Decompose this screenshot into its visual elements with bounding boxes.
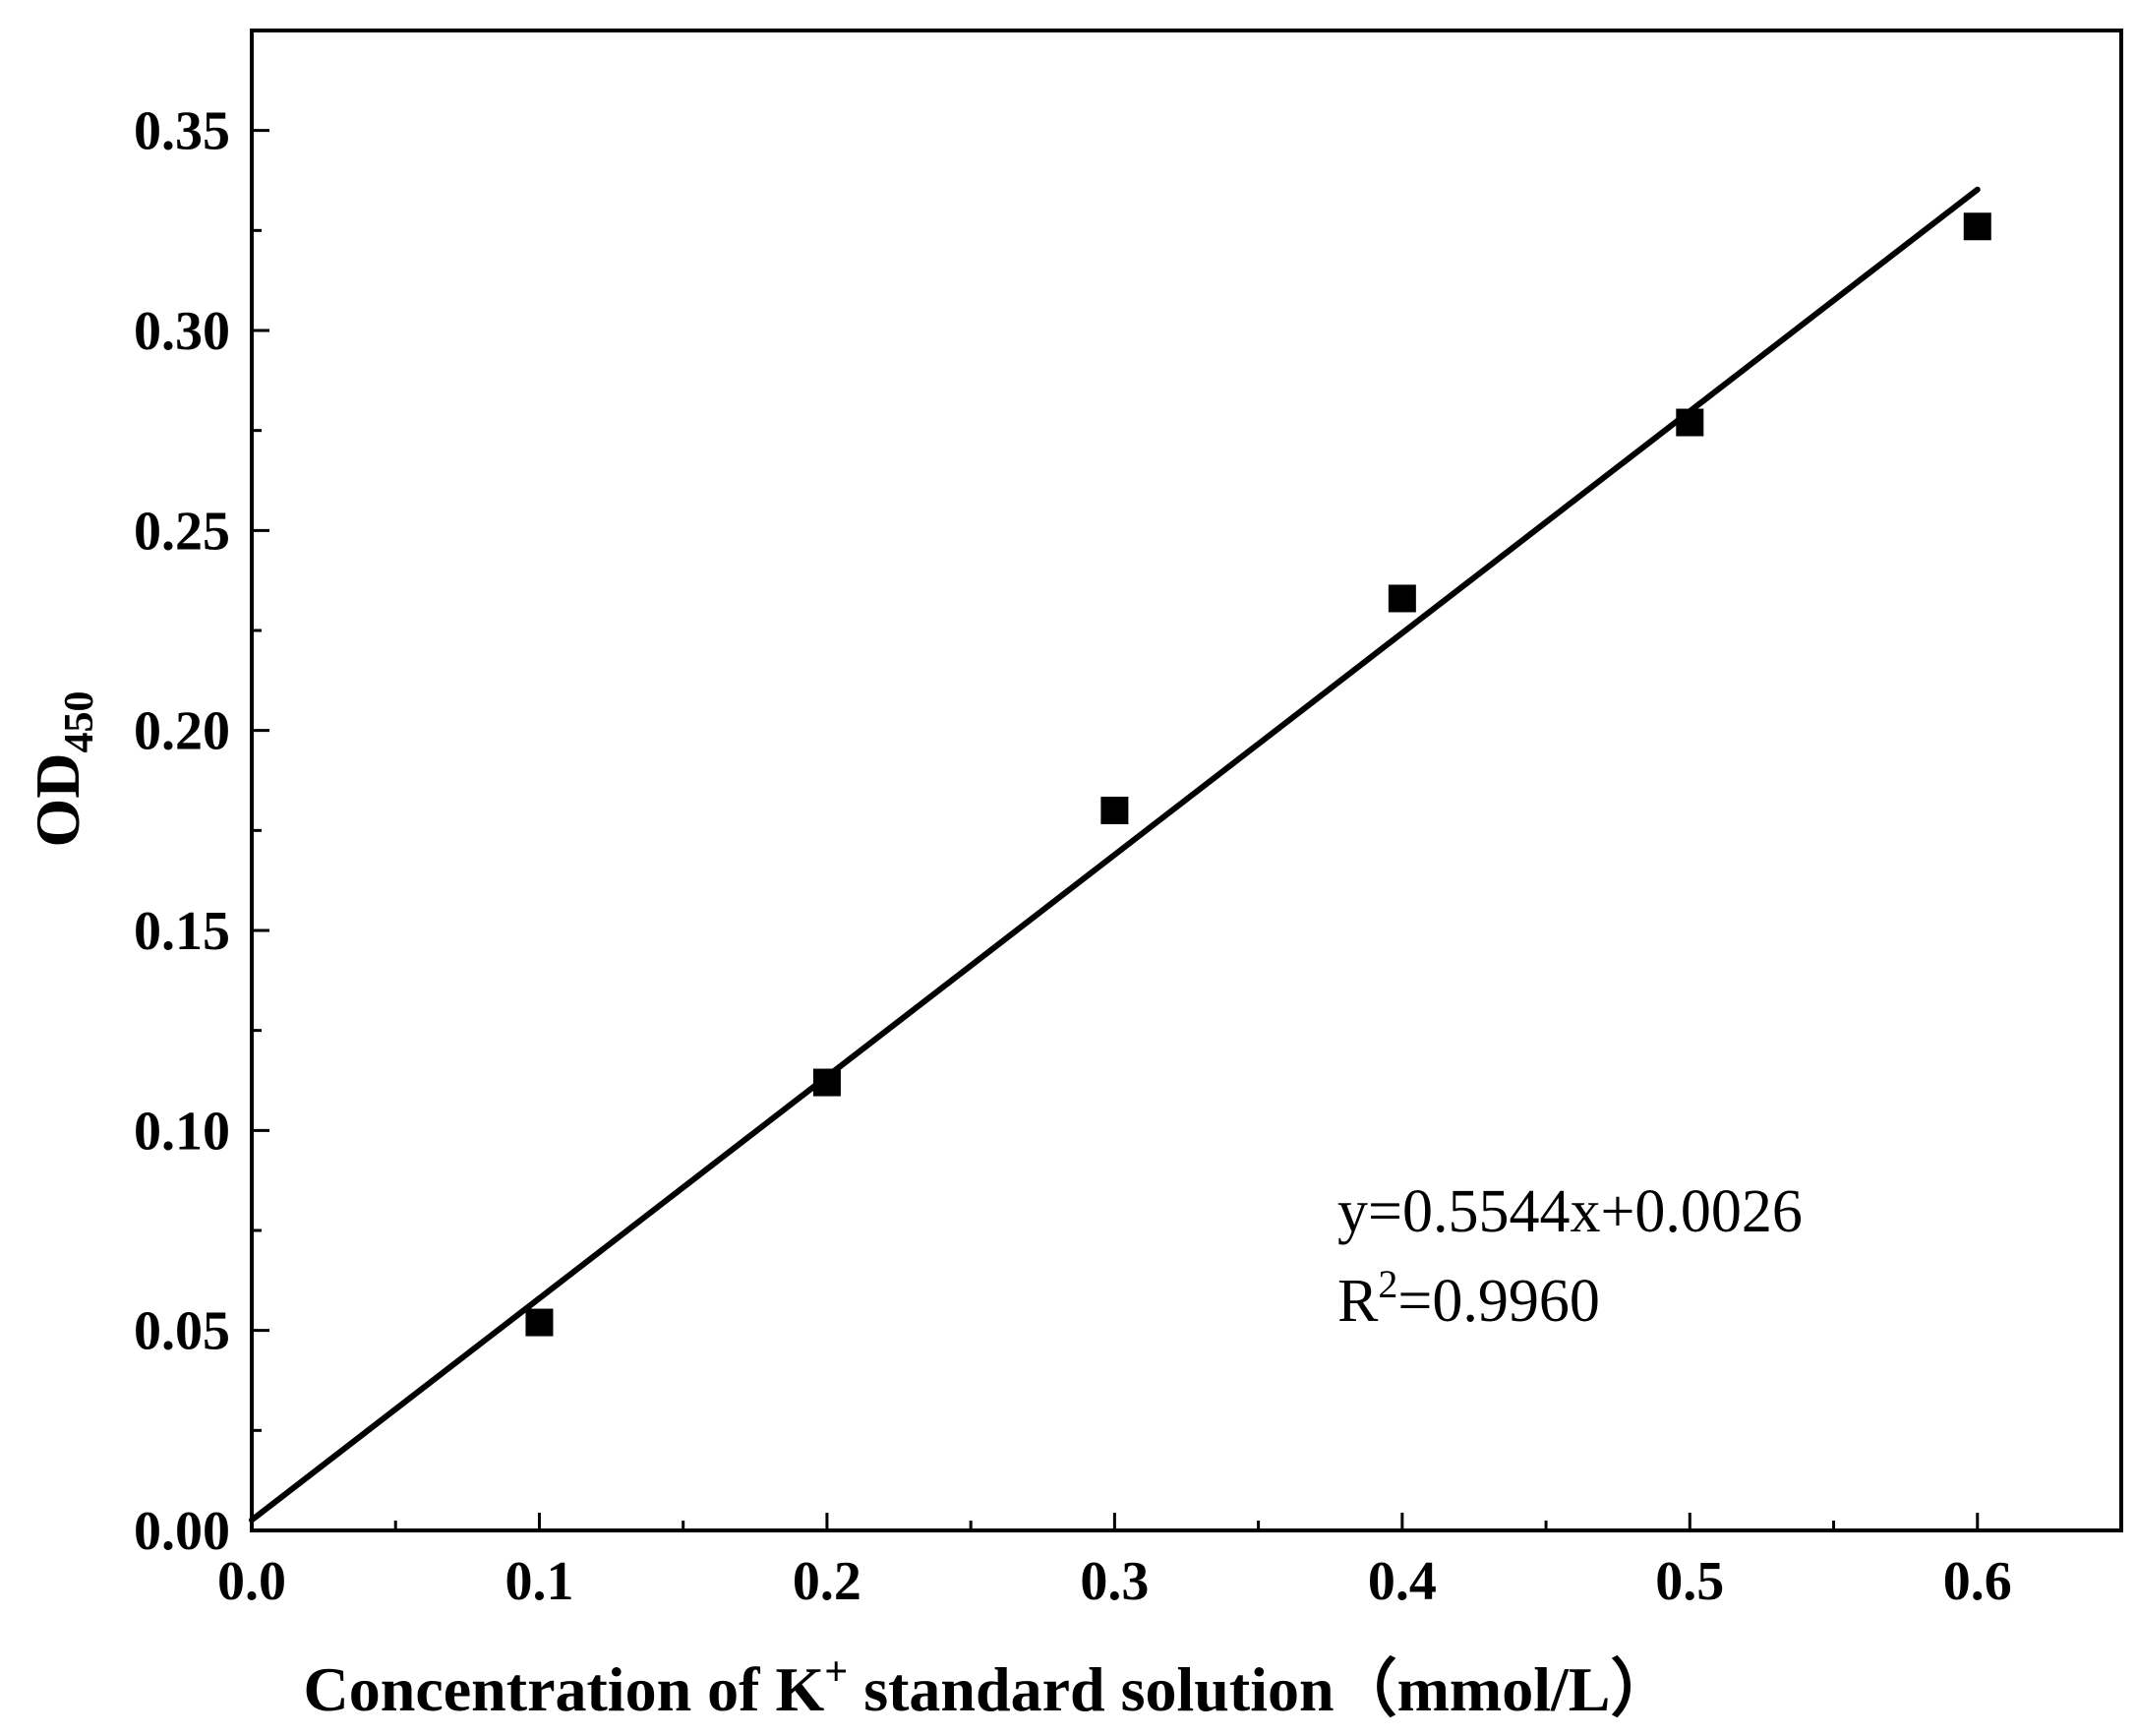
r-squared: R2=0.9960 [1337, 1262, 1600, 1335]
plot-frame [250, 29, 2123, 1532]
y-tick-label: 0.05 [134, 1301, 230, 1362]
x-axis-title-main: Concentration of K [304, 1654, 825, 1724]
fit-line [249, 186, 1981, 1524]
data-point [812, 1068, 841, 1097]
data-point [1676, 408, 1704, 437]
data-point [525, 1308, 554, 1337]
x-axis-title: Concentration of K+ standard solution（mm… [304, 1649, 1674, 1724]
fit-equation: y=0.5544x+0.0026 [1337, 1178, 1803, 1245]
x-axis-title-rest: standard solution（mmol/L） [848, 1654, 1673, 1724]
data-point [1100, 797, 1129, 824]
x-tick-label: 0.1 [504, 1551, 573, 1612]
data-point [1963, 212, 1991, 241]
r-squared-value: =0.9960 [1397, 1268, 1599, 1335]
y-tick-label: 0.30 [134, 301, 230, 362]
y-axis-title-main: OD [23, 753, 92, 848]
x-tick-label: 0.2 [793, 1551, 861, 1612]
x-tick-label: 0.5 [1655, 1551, 1724, 1612]
y-tick-label: 0.20 [134, 701, 230, 762]
r-squared-symbol: R [1337, 1268, 1379, 1335]
x-axis-title-sup: + [824, 1649, 848, 1695]
x-tick-label: 0.4 [1368, 1551, 1437, 1612]
y-axis-ticks: 0.00 0.05 0.10 0.15 0.20 0.25 0.30 0.35 [134, 29, 269, 1562]
y-tick-label: 0.35 [134, 101, 230, 162]
x-tick-label: 0.3 [1080, 1551, 1149, 1612]
y-tick-label: 0.15 [134, 901, 230, 962]
y-tick-label: 0.00 [134, 1501, 230, 1562]
x-tick-label: 0.0 [217, 1551, 286, 1612]
y-tick-label: 0.10 [134, 1101, 230, 1162]
data-point [1388, 584, 1416, 613]
y-axis-title: OD450 [23, 691, 102, 848]
fit-line-layer [249, 186, 1981, 1524]
y-tick-label: 0.25 [134, 501, 230, 562]
data-points-layer [525, 212, 1991, 1337]
y-axis-title-sub: 450 [57, 691, 102, 753]
x-axis-ticks: 0.0 0.1 0.2 0.3 0.4 0.5 0.6 [217, 1513, 2123, 1612]
x-tick-label: 0.6 [1943, 1551, 2012, 1612]
r-squared-exponent: 2 [1378, 1262, 1397, 1306]
plot-border [250, 29, 2123, 1532]
